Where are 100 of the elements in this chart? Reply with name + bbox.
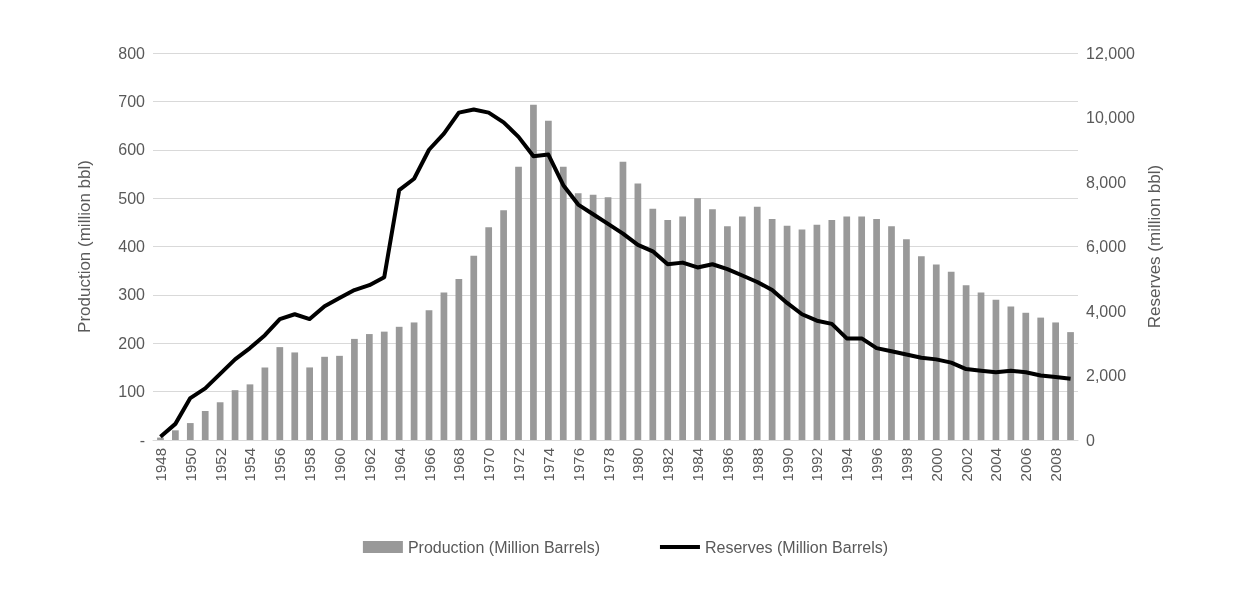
x-tick-label: 1968: [450, 448, 468, 482]
y-tick-label: 100: [118, 383, 146, 401]
x-tick-label: 2008: [1047, 448, 1065, 482]
y2-tick-label: 6,000: [1086, 238, 1127, 255]
y-tick-label: 500: [118, 189, 146, 207]
bar: [738, 216, 746, 440]
bar: [261, 367, 269, 440]
x-tick-label: 1972: [510, 448, 528, 482]
x-tick-label: 2006: [1017, 448, 1035, 482]
x-tick-label: 1990: [778, 448, 796, 482]
bar: [753, 206, 761, 440]
bar: [336, 355, 343, 440]
bar: [724, 226, 731, 440]
x-tick-label: 1998: [897, 448, 915, 482]
x-tick-label: 1958: [301, 448, 319, 482]
y-axis-title: Production (million bbl): [75, 160, 94, 333]
x-tick-label: 1988: [748, 448, 766, 482]
bar: [351, 338, 358, 440]
bar: [888, 226, 895, 440]
x-tick-label: 1996: [868, 448, 886, 482]
bar: [321, 356, 328, 440]
bar: [768, 218, 776, 440]
bar: [500, 210, 507, 440]
bar: [201, 410, 209, 440]
bar: [694, 198, 701, 440]
bar: [1052, 322, 1059, 440]
x-tick-label: 1992: [808, 448, 826, 482]
bar: [903, 239, 910, 440]
x-tick-label: 1954: [241, 448, 259, 482]
bar: [365, 334, 373, 440]
x-tick-label: 1982: [659, 448, 677, 482]
bar: [231, 390, 239, 440]
x-tick-label: 1960: [330, 448, 348, 482]
x-tick-label: 2004: [987, 448, 1005, 482]
bar: [679, 216, 686, 440]
y2-tick-label: 8,000: [1086, 173, 1127, 191]
x-tick-label: 1952: [211, 448, 229, 482]
x-tick-label: 1974: [539, 448, 557, 482]
x-tick-label: 1978: [599, 448, 617, 482]
x-tick-label: 1970: [480, 448, 498, 482]
y-tick-label: 600: [118, 141, 146, 159]
bar: [858, 216, 866, 440]
bar: [664, 219, 672, 440]
bar: [455, 278, 463, 440]
legend-label: Reserves (Million Barrels): [704, 538, 889, 556]
bar: [1037, 317, 1045, 440]
bar: [306, 367, 314, 440]
y-tick-label: 300: [118, 286, 146, 304]
x-tick-label: 1976: [569, 448, 587, 482]
y-tick-label: 200: [118, 334, 146, 352]
bar: [186, 423, 194, 440]
y-tick-label: 700: [118, 92, 146, 110]
bar: [515, 166, 522, 440]
bar: [395, 326, 403, 440]
y2-tick-label: 0: [1086, 431, 1095, 449]
y2-tick-label: 12,000: [1086, 44, 1136, 62]
y2-tick-label: 10,000: [1086, 109, 1136, 126]
x-tick-label: 1986: [718, 448, 736, 482]
bar: [440, 292, 448, 440]
bar: [276, 347, 284, 440]
bar: [917, 256, 925, 440]
y-tick-label: -: [139, 431, 145, 449]
bar: [709, 209, 716, 440]
bar: [649, 208, 657, 440]
x-tick-label: 2000: [927, 448, 945, 482]
bar: [947, 271, 955, 440]
bar: [932, 264, 940, 440]
x-tick-label: 1950: [181, 448, 199, 482]
bar: [216, 402, 224, 440]
line-series: [158, 107, 1073, 439]
bar: [470, 255, 478, 440]
bar: [485, 227, 493, 440]
bar: [291, 352, 299, 440]
y2-axis-title: Reserves (million bbl): [1144, 164, 1164, 329]
x-tick-label: 1948: [151, 448, 169, 482]
bar: [530, 104, 537, 440]
x-tick-label: 1994: [838, 448, 856, 482]
bar: [873, 218, 880, 440]
bar: [559, 166, 567, 440]
bar: [410, 322, 418, 440]
x-tick-label: 1984: [689, 448, 707, 482]
x-tick-label: 1956: [271, 448, 289, 482]
bar: [574, 193, 582, 440]
y2-tick-label: 4,000: [1086, 302, 1127, 320]
x-tick-label: 2002: [957, 448, 975, 482]
bar: [380, 331, 388, 440]
x-tick-label: 1962: [360, 448, 378, 482]
bar: [246, 384, 254, 440]
bar: [425, 310, 433, 440]
legend-label: Production (Million Barrels): [407, 538, 600, 556]
y2-tick-label: 2,000: [1086, 367, 1127, 384]
y-tick-label: 800: [118, 44, 146, 62]
bar: [545, 120, 552, 440]
x-tick-label: 1980: [629, 448, 647, 482]
bar: [1067, 332, 1074, 440]
bar: [828, 219, 836, 440]
bar: [172, 430, 179, 440]
bar: [843, 216, 851, 440]
bar: [1022, 312, 1030, 440]
x-tick-label: 1964: [390, 448, 408, 482]
